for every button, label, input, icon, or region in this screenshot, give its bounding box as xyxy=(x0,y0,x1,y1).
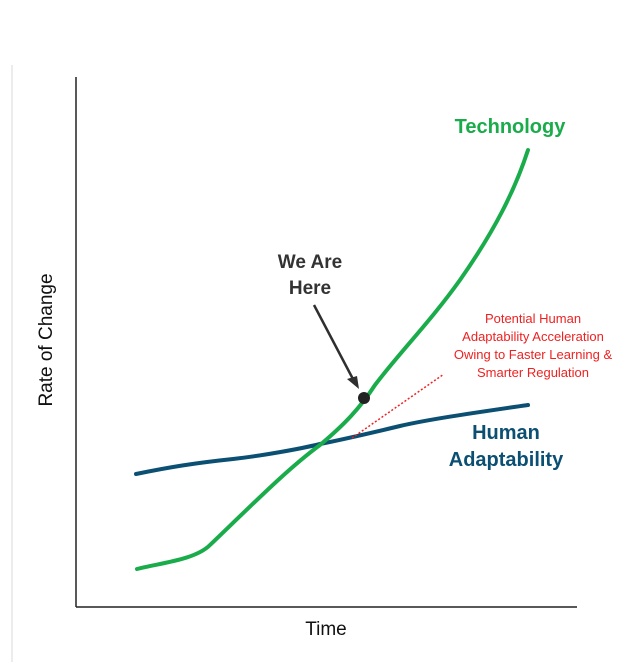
we-are-here-label-line1: We Are xyxy=(278,252,342,273)
potential-label-line3: Owing to Faster Learning & xyxy=(454,347,613,362)
we-are-here-label-line2: Here xyxy=(289,278,331,299)
human-adaptability-label-line1: Human xyxy=(472,422,540,444)
we-are-here-marker xyxy=(358,392,370,404)
x-axis-label: Time xyxy=(305,619,347,640)
technology-line xyxy=(135,148,530,571)
arrowhead xyxy=(347,376,359,389)
technology-label: Technology xyxy=(455,116,567,138)
we-are-here-arrow xyxy=(312,304,356,382)
y-axis-label: Rate of Change xyxy=(36,273,57,406)
human-adaptability-label-line2: Adaptability xyxy=(449,449,564,471)
potential-label-line2: Adaptability Acceleration xyxy=(462,329,604,344)
potential-label-line4: Smarter Regulation xyxy=(477,365,589,380)
potential-acceleration-line xyxy=(351,373,445,439)
potential-label-line1: Potential Human xyxy=(485,311,581,326)
